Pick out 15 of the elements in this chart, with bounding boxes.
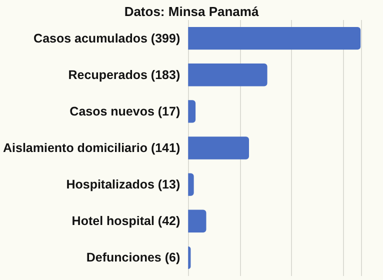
y-tick-label: Hotel hospital (42) [72,214,180,228]
bar [188,173,194,196]
bar [188,210,206,232]
bar [188,246,191,270]
y-tick-label: Defunciones (6) [86,250,180,265]
y-tick-label: Aislamiento domiciliario (141) [2,141,180,155]
bar [188,64,268,86]
y-tick-label: Hospitalizados (13) [66,178,180,192]
y-tick-label: Casos nuevos (17) [70,104,180,118]
bar [188,26,361,50]
chart-title: Datos: Minsa Panamá [124,4,260,19]
bar [188,100,196,123]
y-tick-label: Recuperados (183) [68,68,180,82]
y-tick-label: Casos acumulados (399) [34,31,180,46]
bar [188,136,249,160]
